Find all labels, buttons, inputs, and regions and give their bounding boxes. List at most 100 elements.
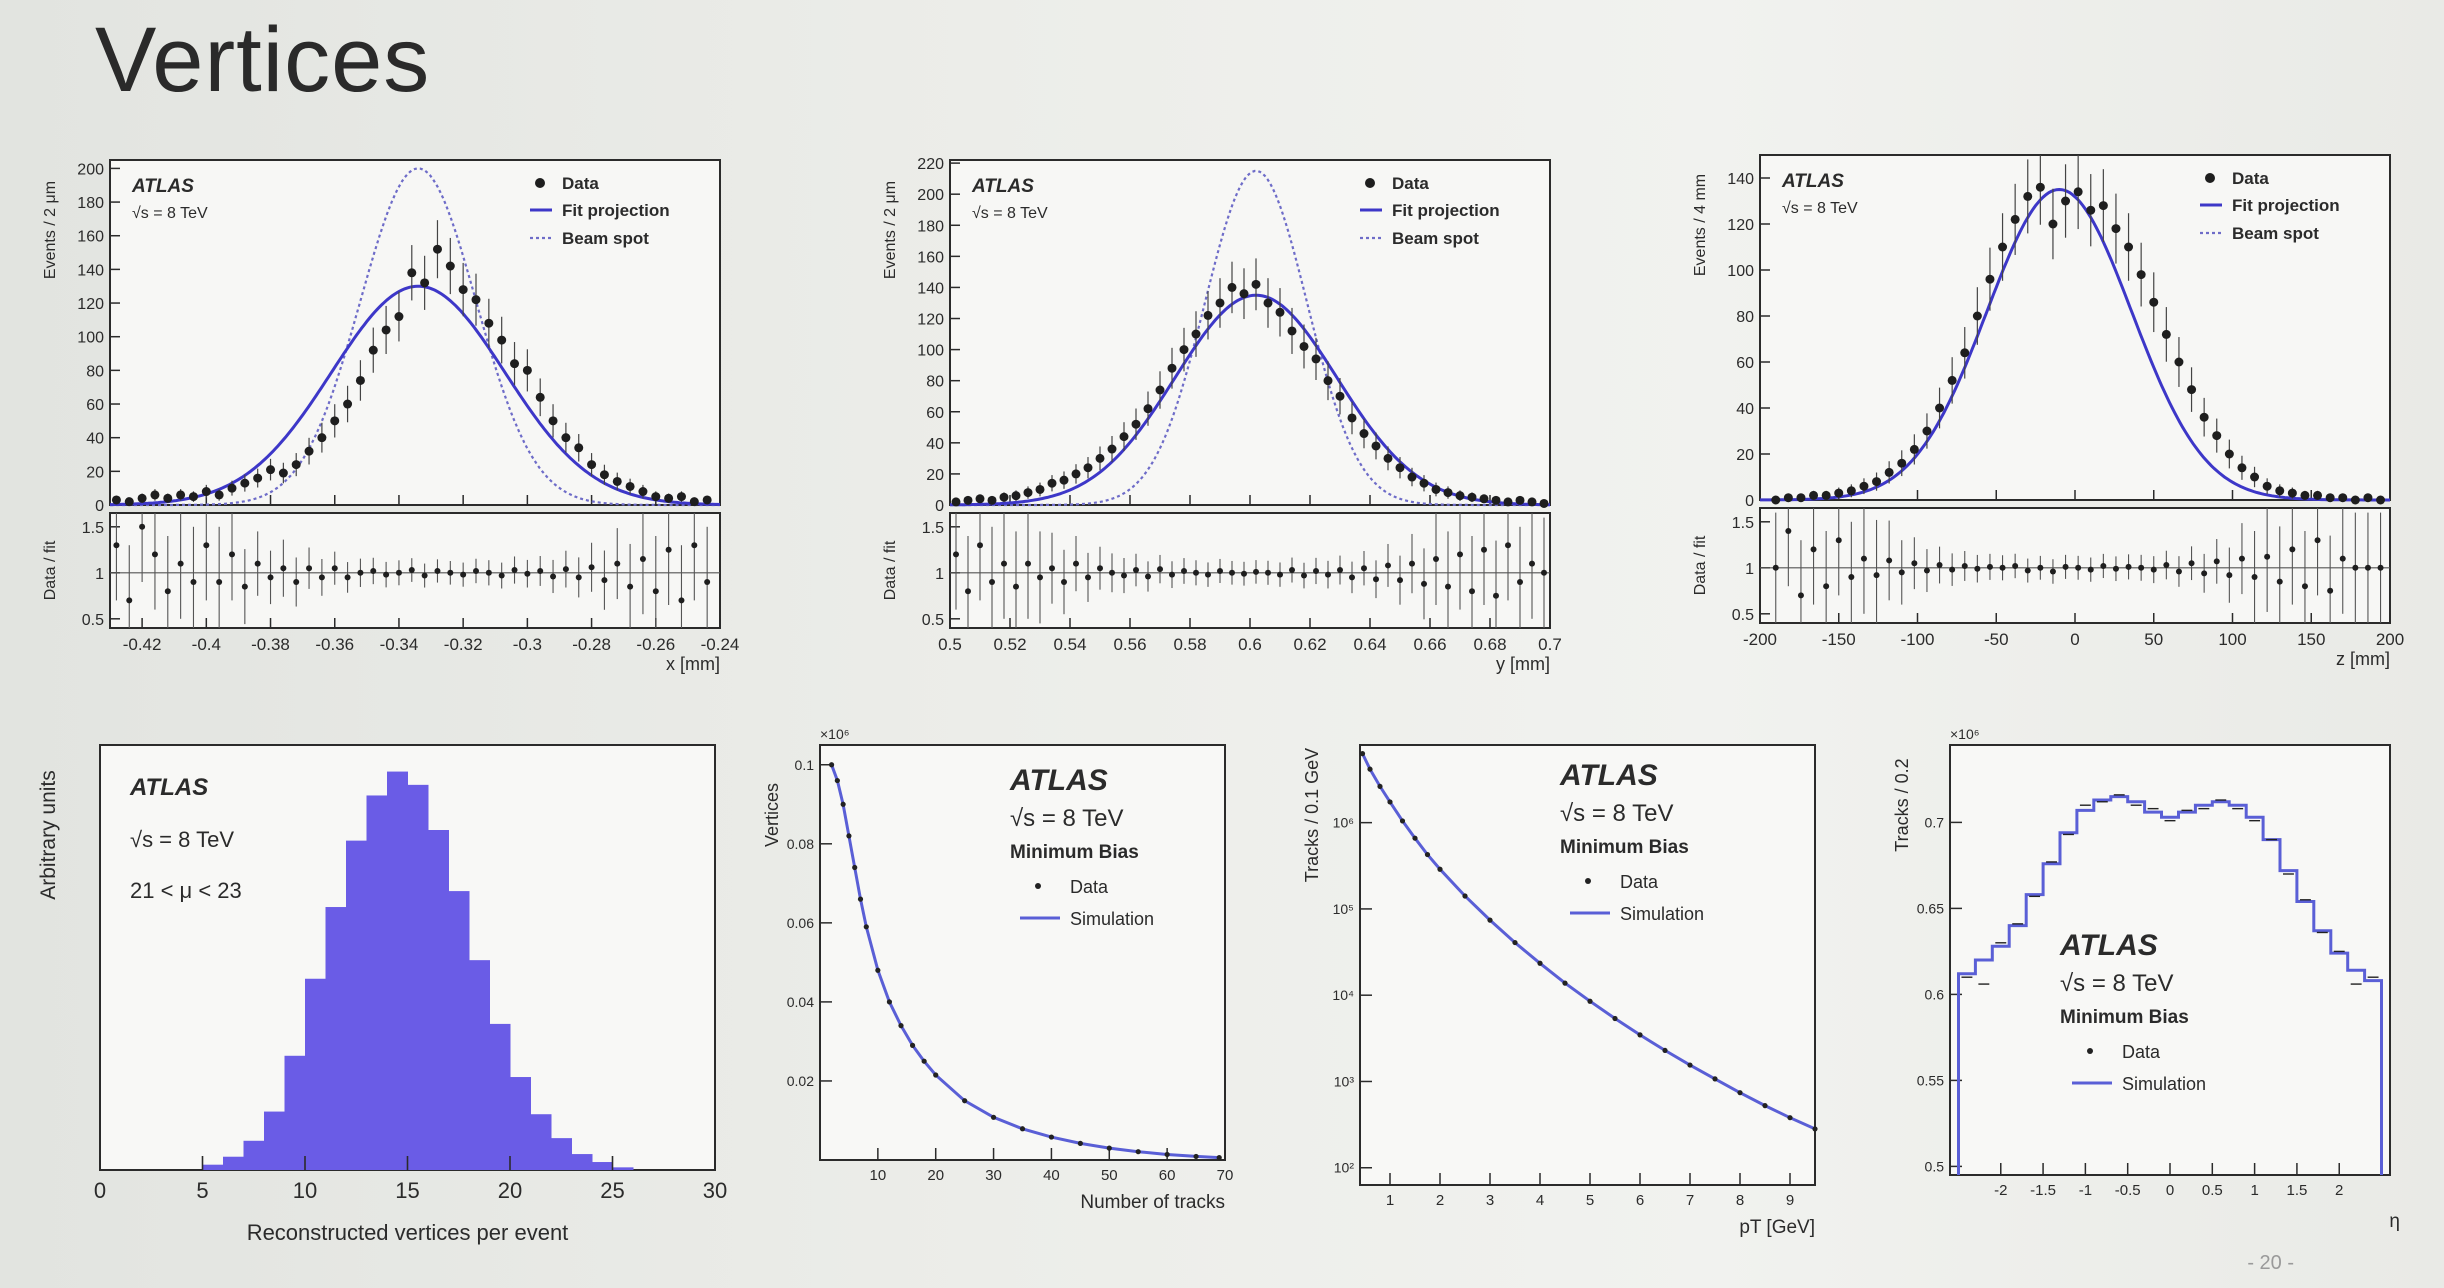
data-point — [291, 460, 301, 470]
data-point — [214, 490, 224, 500]
data-point — [1455, 491, 1465, 501]
histogram-bar — [346, 840, 367, 1170]
ratio-point — [177, 560, 184, 567]
ratio-point — [395, 569, 402, 576]
ratio-point — [306, 565, 313, 572]
data-point — [1897, 458, 1907, 468]
scale-label: ×10⁶ — [820, 726, 850, 742]
data-point — [875, 967, 881, 973]
vertex-z-profile-chart: 0 20 40 60 80 100 120 140 0.5 1 1.5 -200 -150 -100 -50… — [1692, 154, 2404, 669]
ratio-point — [511, 567, 518, 574]
data-point — [278, 468, 288, 478]
data-point — [304, 446, 314, 456]
main-panel-frame — [1759, 154, 2391, 501]
ratio-point — [1529, 560, 1535, 567]
data-point — [898, 1023, 904, 1029]
data-point — [2048, 219, 2058, 229]
ratio-point — [164, 588, 171, 595]
data-point — [2111, 224, 2121, 234]
data-point — [638, 487, 648, 497]
ratio-point — [2364, 564, 2371, 571]
legend-beam-label: Beam spot — [562, 229, 649, 248]
y-tick-label: 0.04 — [787, 994, 814, 1010]
data-point — [2300, 490, 2310, 500]
ratio-point — [1457, 551, 1463, 558]
y-axis-title: Events / 4 mm — [1692, 174, 1709, 276]
data-point — [432, 244, 442, 254]
data-point — [1812, 1126, 1818, 1132]
ratio-point — [1873, 572, 1880, 579]
ratio-point — [1001, 560, 1007, 567]
data-point — [1407, 472, 1417, 482]
data-point — [2325, 493, 2335, 503]
data-point — [1347, 413, 1357, 423]
data-point — [1972, 311, 1982, 321]
legend-data-label: Data — [1392, 174, 1429, 193]
x-tick-label: 50 — [1101, 1167, 1118, 1184]
data-point — [1377, 783, 1383, 790]
ratio-point — [2264, 553, 2271, 560]
data-point — [2212, 431, 2222, 441]
data-point — [1155, 385, 1165, 395]
data-point — [1737, 1090, 1743, 1096]
y-tick-label: 140 — [1727, 171, 1754, 188]
ratio-point — [1517, 579, 1523, 585]
y-tick-label: 10⁵ — [1333, 901, 1354, 917]
data-point — [587, 460, 597, 470]
y-tick-label: 160 — [77, 229, 104, 246]
ratio-point — [989, 579, 995, 585]
x-tick-label: -0.36 — [315, 635, 354, 654]
ratio-point — [1860, 555, 1867, 562]
x-tick-label: -200 — [1743, 630, 1777, 649]
ratio-point — [652, 588, 659, 595]
histogram-bar — [571, 1154, 593, 1170]
data-point — [368, 345, 378, 355]
y-axis-title: Arbitrary units — [37, 770, 60, 900]
data-point — [2224, 449, 2234, 459]
legend-data-marker — [2087, 1048, 2093, 1054]
data-point — [612, 476, 622, 486]
main-panel-frame — [109, 159, 721, 506]
data-point — [2035, 182, 2045, 192]
ratio-point — [977, 542, 983, 549]
ratio-point — [1097, 565, 1103, 572]
ratio-point — [2138, 564, 2145, 571]
ratio-point — [2100, 562, 2107, 569]
y-tick-label: 40 — [1736, 401, 1754, 418]
y-tick-label: 0 — [1745, 493, 1754, 510]
ratio-point — [691, 542, 698, 549]
minimum-bias-label: Minimum Bias — [2060, 1007, 2189, 1028]
ratio-y-tick-label: 0.5 — [922, 612, 944, 629]
data-point — [651, 492, 661, 502]
atlas-label: ATLAS — [1781, 171, 1844, 192]
x-tick-label: 15 — [395, 1178, 419, 1203]
ratio-point — [498, 572, 505, 579]
data-point — [2098, 201, 2108, 211]
ratio-point — [1797, 592, 1804, 599]
ratio-point — [1541, 569, 1547, 576]
y-tick-label: 100 — [77, 330, 104, 347]
data-point — [355, 375, 365, 385]
ratio-point — [1986, 563, 1993, 570]
histogram-bar — [223, 1156, 244, 1170]
ratio-point — [293, 579, 300, 585]
ratio-point — [1049, 565, 1055, 572]
ratio-point — [1325, 571, 1331, 578]
data-point — [1383, 453, 1393, 463]
ratio-point — [2125, 563, 2132, 570]
data-point — [574, 443, 584, 453]
ratio-point — [1085, 574, 1091, 581]
data-point — [846, 833, 852, 839]
ratio-point — [1505, 542, 1511, 549]
x-tick-label: -50 — [1984, 630, 2009, 649]
minimum-bias-label: Minimum Bias — [1560, 837, 1689, 858]
data-point — [1071, 469, 1081, 479]
data-point — [1539, 498, 1549, 508]
data-point — [561, 433, 571, 443]
data-point — [1035, 484, 1045, 494]
legend-simulation-label: Simulation — [2122, 1074, 2206, 1094]
histogram-bar — [305, 978, 326, 1170]
x-tick-label: 0.7 — [1538, 635, 1562, 654]
ratio-point — [1277, 571, 1283, 578]
data-point — [676, 492, 686, 502]
